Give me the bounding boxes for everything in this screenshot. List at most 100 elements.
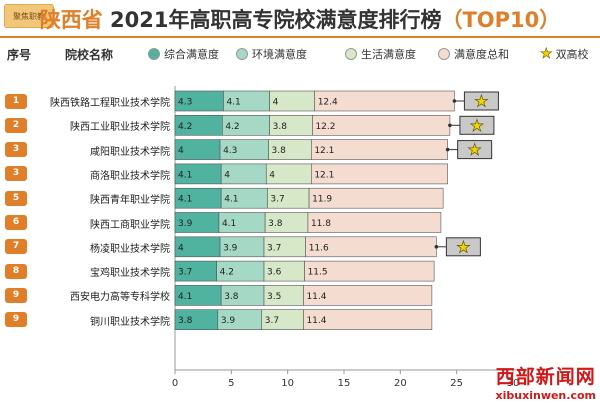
legend-item-composite: 综合满意度: [148, 46, 219, 62]
x-tick-label: 20: [394, 378, 407, 389]
data-label: 3.8: [272, 146, 287, 156]
data-label: 3.8: [268, 219, 283, 229]
header-divider: [0, 36, 600, 38]
watermark-line1: 西部新闻网: [495, 366, 596, 388]
legend-swatch: [148, 48, 160, 60]
watermark-line2: xibuxinwen.com: [495, 389, 596, 402]
star-icon: ★: [474, 92, 488, 111]
legend-label: 综合满意度: [164, 48, 219, 61]
data-label: 3.5: [267, 292, 281, 302]
data-label: 4.3: [178, 98, 192, 108]
star-connector-dot: [445, 147, 450, 152]
data-label: 3.9: [221, 316, 236, 326]
star-icon: ★: [470, 116, 484, 135]
data-label: 4: [269, 170, 275, 180]
title-province: 陕西省: [39, 8, 103, 32]
data-label: 12.2: [315, 122, 335, 132]
data-label: 3.9: [223, 243, 238, 253]
school-name: 陕西青年职业学院: [90, 195, 170, 207]
data-label: 4: [178, 146, 184, 156]
watermark: 西部新闻网 xibuxinwen.com: [496, 362, 596, 402]
rank-badge: 9: [5, 312, 27, 328]
school-column-header: 院校名称: [65, 48, 114, 62]
school-name: 陕西铁路工程职业技术学院: [50, 98, 170, 109]
legend-swatch: [345, 48, 357, 60]
data-label: 11.9: [312, 195, 332, 205]
data-label: 4: [273, 98, 279, 108]
star-box: [463, 91, 499, 111]
data-label: 3.7: [178, 268, 192, 278]
star-box: [445, 237, 481, 257]
rank-badge: 5: [5, 190, 27, 206]
x-tick-label: 10: [281, 378, 294, 389]
x-tick-label: 0: [172, 378, 178, 389]
legend-swatch: [438, 48, 450, 60]
data-label: 4.2: [225, 122, 239, 132]
rank-badge: 3: [5, 166, 27, 182]
bar-segment: [304, 260, 435, 282]
logo: 聚焦职教: [4, 4, 54, 28]
star-icon: ★: [467, 140, 481, 159]
x-tick-label: 25: [450, 378, 463, 389]
data-label: 11.6: [309, 243, 329, 253]
data-label: 4.1: [178, 170, 192, 180]
rank-badge: 7: [5, 239, 27, 255]
data-label: 11.5: [308, 268, 328, 278]
page-title: 陕西省 2021年高职高专院校满意度排行榜（TOP10）: [0, 4, 600, 34]
school-name: 杨凌职业技术学院: [90, 243, 170, 255]
x-tick-label: 15: [338, 378, 351, 389]
data-label: 11.8: [311, 219, 331, 229]
data-label: 4: [224, 170, 230, 180]
bar-segment: [303, 285, 433, 306]
star-icon: ★: [540, 46, 553, 63]
legend-item-environment: 环境满意度: [236, 46, 307, 62]
star-connector-dot: [434, 245, 439, 249]
school-name: 咸阳职业技术学院: [90, 146, 170, 158]
data-label: 3.8: [178, 316, 193, 326]
bar-segment: [308, 187, 444, 209]
rank-badge: 2: [5, 117, 27, 133]
bar-segment: [303, 309, 433, 331]
data-label: 12.1: [314, 146, 334, 156]
school-name: 西安电力高等专科学校: [70, 292, 170, 304]
data-label: 4.1: [224, 195, 238, 205]
star-connector-dot: [452, 99, 457, 103]
header: 聚焦职教 陕西省 2021年高职高专院校满意度排行榜（TOP10）: [0, 0, 600, 34]
data-label: 3.9: [178, 219, 193, 229]
star-box: [457, 140, 493, 160]
data-label: 4: [178, 243, 184, 253]
data-label: 3.7: [270, 195, 284, 205]
data-label: 3.8: [224, 292, 239, 302]
legend-item-living: 生活满意度: [345, 46, 416, 62]
star-connector-dot: [448, 123, 452, 128]
legend-label: 生活满意度: [361, 48, 416, 61]
school-name: 铜川职业技术学院: [90, 316, 170, 328]
rank-badge: 8: [5, 263, 27, 279]
rank-badge: 6: [5, 215, 27, 230]
data-label: 3.7: [267, 243, 281, 253]
data-label: 3.8: [273, 122, 288, 132]
title-main: 2021年高职高专院校满意度排行榜: [102, 8, 442, 32]
school-name: 宝鸡职业技术学院: [90, 268, 170, 280]
bar-segment: [307, 212, 442, 233]
data-label: 3.7: [265, 316, 279, 326]
data-label: 4.1: [222, 219, 236, 229]
x-tick-label: 30: [507, 378, 520, 389]
star-icon: ★: [456, 237, 470, 256]
bar-segment: [311, 163, 448, 185]
logo-text: 聚焦职教: [13, 11, 45, 21]
star-box: [459, 115, 495, 135]
data-label: 4.2: [178, 122, 192, 132]
rank-column-header: 序号: [7, 48, 32, 62]
legend-swatch: [236, 48, 248, 60]
data-label: 4.1: [178, 195, 192, 205]
data-label: 4.1: [226, 98, 240, 108]
data-label: 12.4: [318, 98, 338, 108]
title-tag: （TOP10）: [441, 8, 561, 32]
legend-label: 满意度总和: [454, 48, 509, 61]
data-label: 4.2: [220, 268, 234, 278]
legend-label: 双高校: [555, 48, 589, 61]
data-label: 4.1: [178, 292, 192, 302]
school-name: 商洛职业技术学院: [90, 170, 170, 182]
